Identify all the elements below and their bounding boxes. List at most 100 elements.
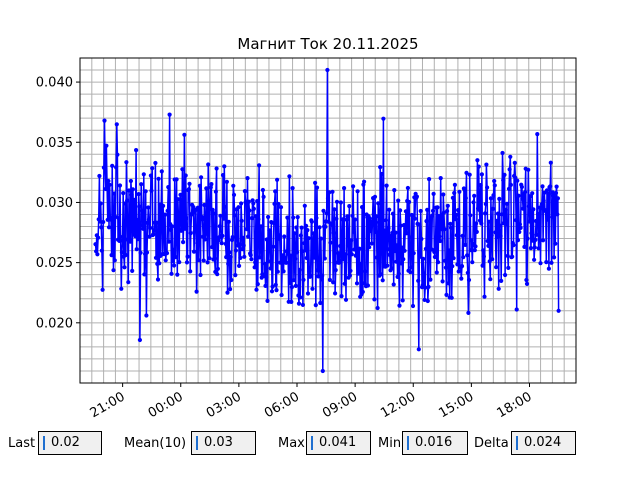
data-point (475, 158, 480, 163)
data-point (378, 272, 383, 277)
data-point (242, 254, 247, 259)
delta-field[interactable]: 0.024 (511, 431, 576, 455)
data-point (149, 188, 154, 193)
data-point (376, 201, 381, 206)
min-label: Min (378, 436, 402, 451)
last-field[interactable]: 0.02 (38, 431, 102, 455)
data-point (241, 243, 246, 248)
data-point (504, 201, 510, 206)
data-point (552, 255, 557, 260)
data-point (463, 196, 468, 201)
data-point (255, 199, 260, 204)
data-point (554, 184, 559, 189)
data-point (345, 214, 350, 219)
data-point (221, 216, 226, 221)
data-point (410, 303, 416, 309)
data-point (164, 251, 170, 256)
data-point (492, 183, 497, 188)
data-point (239, 201, 244, 206)
data-point (536, 246, 541, 251)
data-point (197, 221, 202, 226)
data-point (205, 260, 210, 265)
data-point (293, 283, 298, 288)
series-line (94, 69, 560, 372)
data-point (350, 213, 355, 218)
data-point (114, 165, 119, 170)
data-point (430, 208, 436, 213)
data-point (471, 200, 476, 205)
data-point (272, 201, 277, 206)
data-point (549, 260, 554, 265)
data-point (130, 268, 135, 273)
max-field[interactable]: 0.041 (306, 431, 371, 455)
data-point (503, 207, 508, 212)
data-point (277, 233, 282, 238)
data-point (137, 337, 142, 343)
data-point (214, 166, 219, 171)
data-point (450, 195, 455, 200)
data-point (541, 198, 546, 203)
data-point (533, 237, 538, 242)
data-point (544, 188, 550, 193)
data-point (506, 265, 511, 270)
data-point (508, 182, 513, 187)
data-point (325, 67, 330, 73)
data-point (166, 239, 171, 244)
data-point (128, 239, 133, 244)
data-point (316, 259, 322, 264)
data-point (222, 204, 228, 209)
data-point (459, 276, 464, 281)
data-point (156, 176, 161, 181)
data-point (390, 211, 396, 216)
mean-field[interactable]: 0.03 (191, 431, 256, 455)
data-point (401, 257, 406, 262)
data-point (206, 162, 211, 167)
data-point (327, 190, 332, 195)
data-point (321, 208, 326, 213)
data-point (184, 260, 190, 265)
data-point (410, 213, 415, 218)
data-point (384, 183, 389, 188)
data-point (268, 266, 273, 271)
data-point (499, 278, 504, 283)
data-point (514, 218, 519, 223)
data-point (291, 215, 296, 220)
data-point (213, 189, 218, 194)
data-point (340, 217, 345, 222)
data-point (309, 219, 314, 224)
data-point (550, 215, 555, 220)
data-point (345, 243, 351, 248)
data-point (465, 270, 470, 275)
data-point (308, 273, 313, 278)
data-point (354, 281, 360, 286)
data-point (390, 230, 395, 235)
data-point (303, 248, 308, 253)
data-point (468, 213, 473, 218)
data-point (196, 258, 201, 263)
data-point (548, 160, 553, 165)
data-point (342, 186, 347, 191)
data-point (428, 277, 433, 282)
min-field[interactable]: 0.016 (402, 431, 468, 455)
data-point (231, 192, 237, 197)
data-point (131, 208, 136, 213)
data-point (502, 172, 507, 177)
mean-label: Mean(10) (124, 436, 187, 451)
data-point (266, 259, 271, 264)
data-point (477, 207, 482, 212)
data-point (528, 194, 533, 199)
data-point (438, 176, 443, 181)
data-point (293, 256, 298, 261)
data-point (517, 229, 522, 235)
grid (79, 58, 577, 384)
data-point (266, 214, 271, 220)
data-point (483, 201, 488, 207)
data-point (463, 242, 468, 247)
data-point (247, 208, 252, 213)
data-point (202, 237, 208, 242)
data-point (537, 223, 542, 228)
data-point (220, 233, 225, 238)
data-point (320, 273, 325, 278)
data-point (123, 201, 128, 206)
data-point (555, 196, 561, 201)
